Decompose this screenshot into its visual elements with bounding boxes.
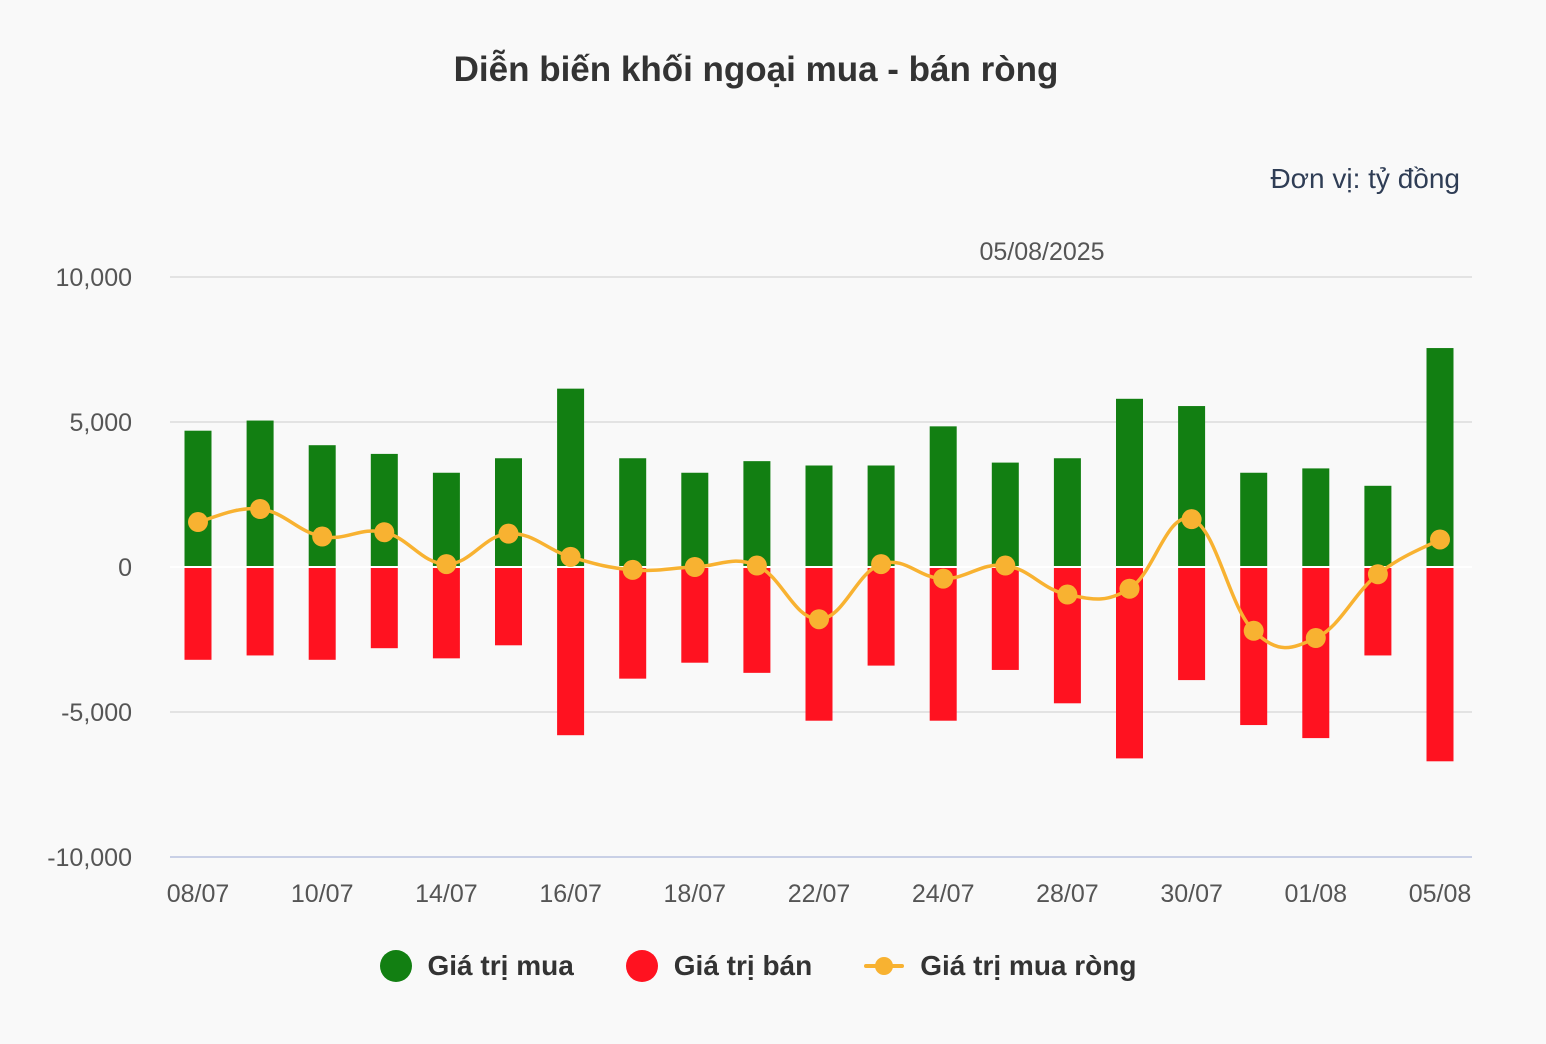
- y-axis-ticks: 10,000 5,000 0 -5,000 -10,000: [47, 264, 132, 872]
- buy-bars: [184, 348, 1454, 568]
- sell-bar[interactable]: [1178, 567, 1206, 681]
- net-point[interactable]: [374, 522, 395, 543]
- net-point[interactable]: [1243, 620, 1264, 641]
- net-point[interactable]: [1119, 578, 1140, 599]
- buy-bar[interactable]: [495, 458, 522, 567]
- legend-item-sell[interactable]: Giá trị bán: [625, 950, 813, 982]
- net-point[interactable]: [933, 568, 954, 589]
- y-tick-label: -5,000: [61, 699, 132, 727]
- x-axis-ticks: 08/07 10/07 14/07 16/07 18/07 22/07 24/07 28/07…: [167, 880, 1472, 908]
- legend-sell-marker: [625, 950, 658, 982]
- buy-bar[interactable]: [681, 472, 709, 567]
- net-point[interactable]: [1181, 509, 1202, 530]
- net-point[interactable]: [995, 555, 1016, 576]
- x-tick-label: 14/07: [415, 880, 478, 908]
- net-point[interactable]: [1057, 584, 1078, 605]
- buy-bar[interactable]: [1302, 468, 1330, 567]
- net-line-series: [188, 499, 1450, 650]
- net-point[interactable]: [809, 609, 829, 630]
- net-point[interactable]: [188, 512, 208, 533]
- legend: Giá trị mua Giá trị bán Giá trị mua ròng: [0, 950, 1516, 982]
- sell-bar[interactable]: [805, 567, 833, 721]
- x-tick-label: 16/07: [539, 880, 602, 908]
- x-tick-label: 24/07: [912, 880, 975, 908]
- x-tick-label: 08/07: [167, 880, 230, 908]
- y-tick-label: -10,000: [47, 844, 132, 872]
- net-point[interactable]: [1367, 564, 1388, 585]
- buy-bar[interactable]: [1116, 398, 1143, 567]
- net-point[interactable]: [436, 554, 457, 575]
- net-point[interactable]: [746, 555, 767, 576]
- x-tick-label: 18/07: [664, 880, 727, 908]
- sell-bar[interactable]: [246, 567, 274, 656]
- buy-bar[interactable]: [619, 458, 647, 567]
- net-point[interactable]: [250, 499, 271, 519]
- legend-buy-label: Giá trị mua: [427, 950, 574, 981]
- y-tick-label: 0: [118, 554, 132, 582]
- legend-buy-marker: [379, 950, 412, 982]
- sell-bar[interactable]: [1302, 567, 1330, 739]
- net-point[interactable]: [1430, 529, 1450, 550]
- buy-bar[interactable]: [370, 453, 398, 567]
- unit-label: Đơn vị: tỷ đồng: [1270, 163, 1460, 194]
- x-tick-label: 28/07: [1036, 880, 1099, 908]
- net-point[interactable]: [1305, 628, 1326, 649]
- buy-bar[interactable]: [743, 461, 771, 567]
- sell-bar[interactable]: [184, 567, 212, 660]
- sell-bar[interactable]: [681, 567, 709, 663]
- buy-bar[interactable]: [1053, 458, 1081, 567]
- sell-bar[interactable]: [495, 567, 522, 646]
- y-tick-label: 10,000: [56, 264, 132, 292]
- buy-bar[interactable]: [991, 462, 1019, 567]
- sell-bar[interactable]: [1426, 567, 1454, 762]
- sell-bar[interactable]: [929, 567, 957, 721]
- net-point[interactable]: [498, 523, 519, 544]
- x-tick-label: 10/07: [291, 880, 354, 908]
- buy-bar[interactable]: [184, 430, 212, 567]
- sell-bar[interactable]: [308, 567, 336, 660]
- legend-net-label: Giá trị mua ròng: [920, 950, 1137, 981]
- date-label: 05/08/2025: [979, 238, 1105, 266]
- chart-title: Diễn biến khối ngoại mua - bán ròng: [453, 50, 1059, 89]
- sell-bar[interactable]: [370, 567, 398, 649]
- legend-sell-label: Giá trị bán: [673, 950, 813, 981]
- buy-bar[interactable]: [1240, 472, 1268, 567]
- sell-bar[interactable]: [867, 567, 895, 666]
- net-line: [197, 506, 1441, 650]
- legend-item-buy[interactable]: Giá trị mua: [379, 950, 574, 982]
- buy-bar[interactable]: [557, 388, 585, 567]
- buy-bar[interactable]: [246, 420, 274, 567]
- buy-bar[interactable]: [1364, 485, 1392, 567]
- x-tick-label: 01/08: [1285, 880, 1348, 908]
- sell-bars: [184, 567, 1454, 762]
- sell-bar[interactable]: [1240, 567, 1268, 726]
- sell-bar[interactable]: [619, 567, 647, 679]
- buy-bar[interactable]: [867, 465, 895, 568]
- buy-bar[interactable]: [308, 445, 336, 567]
- buy-bar[interactable]: [1178, 406, 1206, 567]
- sell-bar[interactable]: [991, 567, 1019, 670]
- sell-bar[interactable]: [432, 567, 460, 659]
- net-point[interactable]: [560, 546, 581, 567]
- sell-bar[interactable]: [743, 567, 771, 673]
- buy-bar[interactable]: [432, 472, 460, 567]
- buy-bar[interactable]: [929, 426, 957, 567]
- buy-bar[interactable]: [805, 465, 833, 568]
- net-point[interactable]: [871, 554, 892, 575]
- x-tick-label: 05/08: [1409, 880, 1472, 908]
- x-tick-label: 30/07: [1160, 880, 1223, 908]
- x-tick-label: 22/07: [788, 880, 851, 908]
- net-point[interactable]: [684, 557, 705, 577]
- net-point[interactable]: [312, 526, 333, 547]
- sell-bar[interactable]: [1116, 567, 1143, 759]
- legend-item-net[interactable]: Giá trị mua ròng: [864, 950, 1136, 982]
- legend-net-marker: [864, 950, 905, 982]
- y-tick-label: 5,000: [69, 409, 132, 437]
- net-point[interactable]: [622, 559, 643, 580]
- sell-bar[interactable]: [557, 567, 585, 736]
